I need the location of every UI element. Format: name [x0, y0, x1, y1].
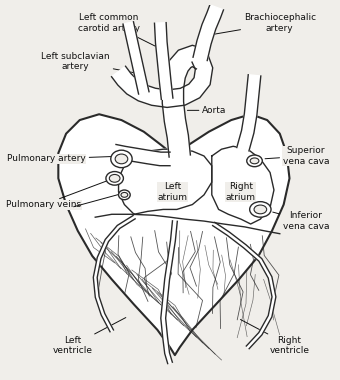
Ellipse shape	[111, 150, 132, 168]
Polygon shape	[212, 146, 274, 224]
Polygon shape	[161, 221, 177, 364]
Text: Left subclavian
artery: Left subclavian artery	[41, 52, 135, 73]
Text: Aorta: Aorta	[187, 106, 226, 115]
Polygon shape	[113, 144, 170, 166]
Polygon shape	[237, 75, 261, 151]
Text: Pulmonary artery: Pulmonary artery	[7, 154, 123, 163]
Ellipse shape	[121, 192, 128, 197]
Text: Right
atrium: Right atrium	[226, 182, 256, 202]
Polygon shape	[119, 149, 212, 214]
Polygon shape	[162, 45, 204, 157]
Ellipse shape	[115, 154, 128, 164]
Text: Left common
carotid artery: Left common carotid artery	[78, 13, 161, 49]
Ellipse shape	[250, 158, 259, 164]
Text: Brachiocephalic
artery: Brachiocephalic artery	[215, 13, 316, 34]
Polygon shape	[93, 215, 135, 332]
Polygon shape	[112, 55, 213, 108]
Text: Superior
vena cava: Superior vena cava	[265, 146, 329, 166]
Text: Pulmonary veins: Pulmonary veins	[6, 179, 111, 209]
Polygon shape	[212, 222, 276, 349]
Text: Left
atrium: Left atrium	[158, 182, 188, 202]
Text: Right
ventricle: Right ventricle	[240, 320, 309, 355]
Text: Left
ventricle: Left ventricle	[53, 318, 126, 355]
Polygon shape	[193, 5, 223, 60]
Polygon shape	[123, 22, 149, 94]
Ellipse shape	[250, 202, 271, 217]
Polygon shape	[154, 23, 173, 99]
Ellipse shape	[247, 155, 262, 167]
Ellipse shape	[119, 190, 130, 200]
Ellipse shape	[254, 205, 267, 214]
Ellipse shape	[109, 174, 120, 182]
Text: Inferior
vena cava: Inferior vena cava	[273, 211, 329, 231]
Ellipse shape	[106, 171, 123, 185]
Polygon shape	[58, 114, 289, 355]
